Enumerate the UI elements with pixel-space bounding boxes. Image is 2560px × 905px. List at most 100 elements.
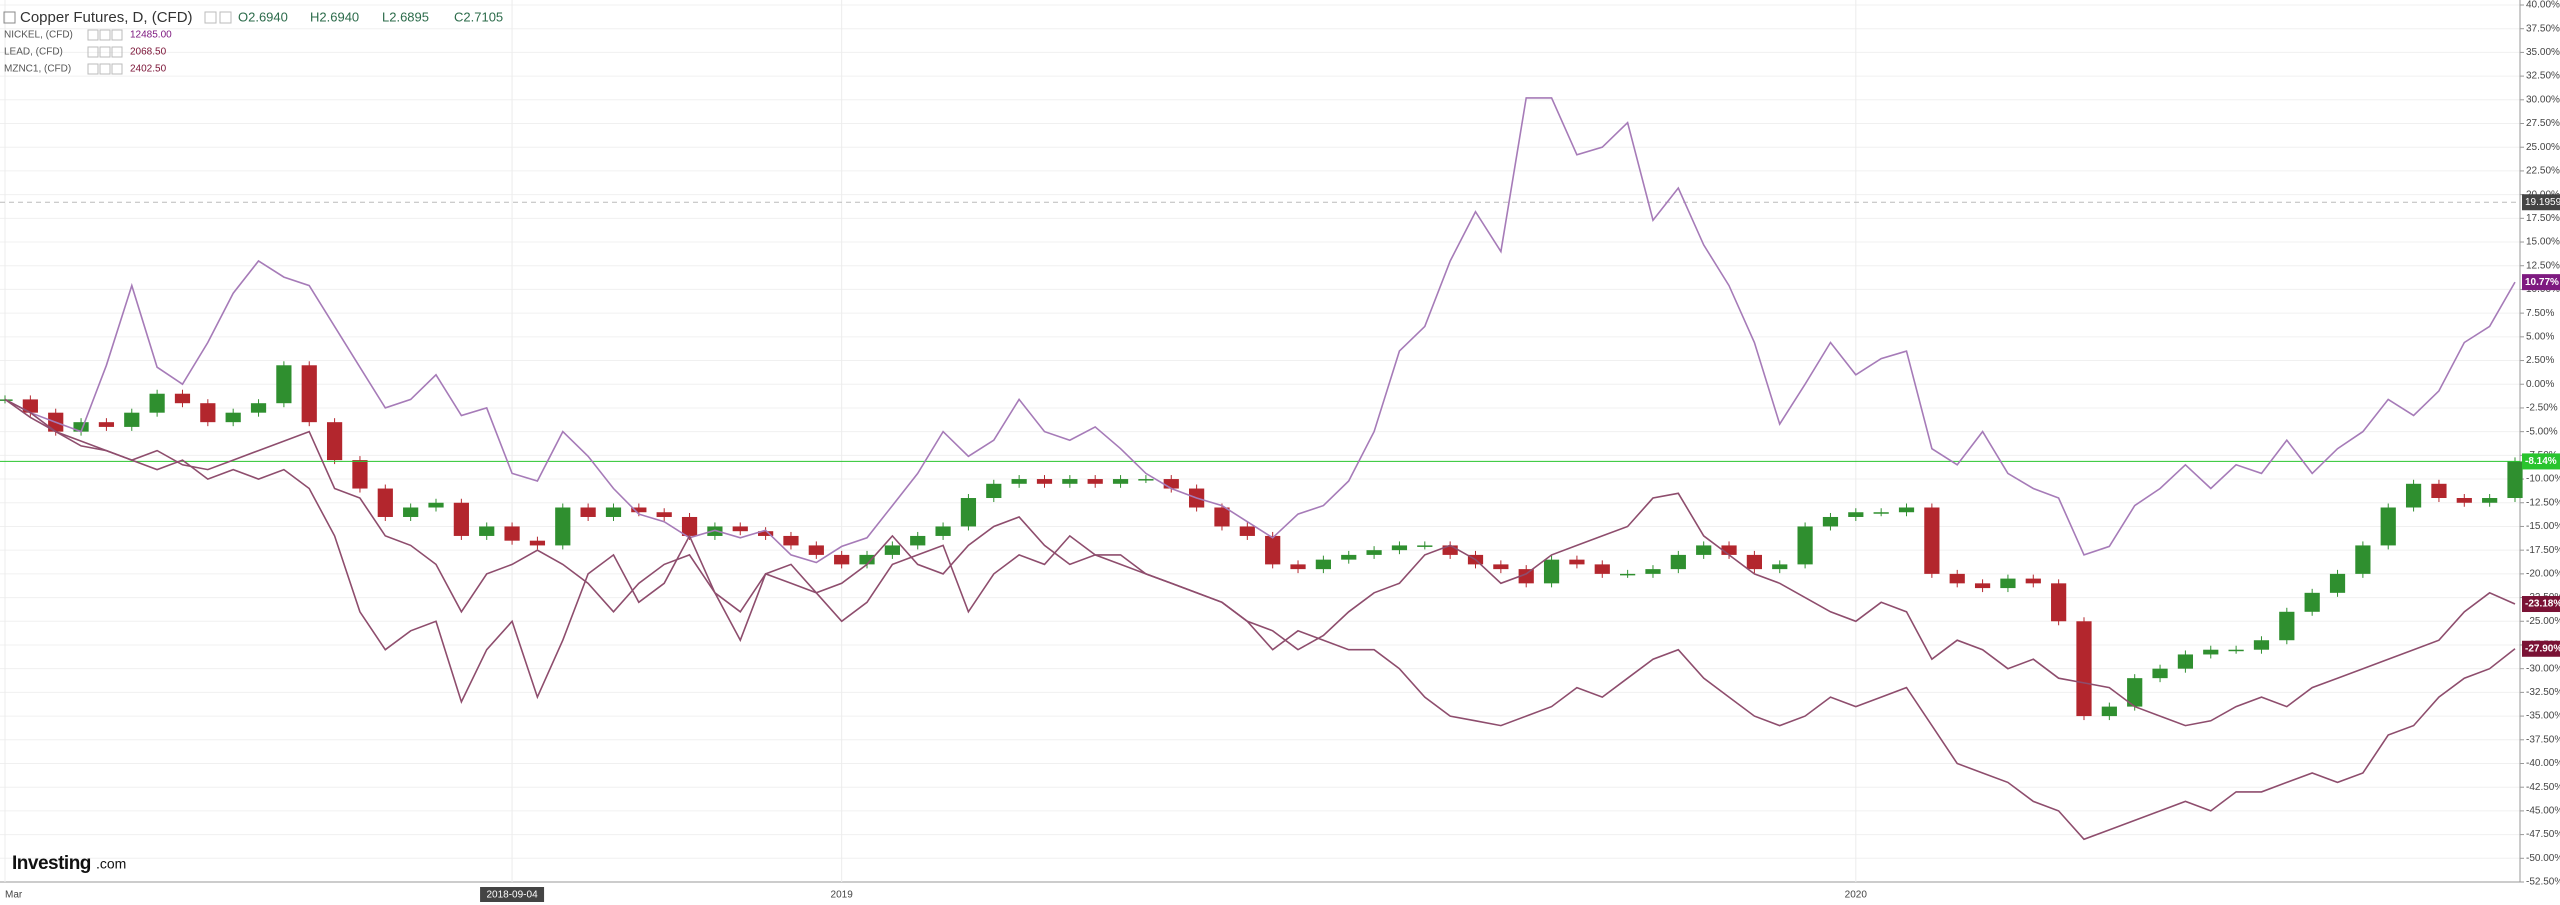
candle bbox=[2076, 621, 2092, 717]
y-tick-label: -47.50% bbox=[2526, 829, 2560, 840]
candle bbox=[1873, 512, 1889, 514]
candle bbox=[1442, 545, 1458, 555]
candle bbox=[276, 365, 292, 404]
y-tick-label: -45.00% bbox=[2526, 806, 2560, 817]
legend-name: NICKEL, (CFD) bbox=[4, 30, 73, 41]
y-tick-label: 30.00% bbox=[2526, 94, 2560, 105]
value-badge-label: -27.90% bbox=[2525, 643, 2560, 654]
y-tick-label: 35.00% bbox=[2526, 47, 2560, 58]
candle bbox=[2152, 668, 2168, 679]
legend-icon bbox=[87, 63, 99, 75]
close-icon bbox=[219, 11, 232, 24]
candle bbox=[1594, 564, 1610, 574]
candle bbox=[2025, 578, 2041, 584]
series-title: Copper Futures, D, (CFD) bbox=[20, 9, 193, 26]
y-tick-label: -17.50% bbox=[2526, 545, 2560, 556]
y-tick-label: -15.00% bbox=[2526, 521, 2560, 532]
candle bbox=[2127, 678, 2143, 707]
candle bbox=[352, 460, 368, 489]
legend-icon bbox=[87, 46, 99, 58]
candle bbox=[2253, 640, 2270, 650]
x-tick-label: 2019 bbox=[831, 890, 854, 901]
candle bbox=[2177, 654, 2194, 669]
candle bbox=[1290, 564, 1306, 570]
value-badge bbox=[2522, 596, 2560, 613]
candle bbox=[808, 545, 824, 555]
candle bbox=[859, 554, 875, 565]
candle bbox=[2405, 483, 2422, 508]
y-tick-label: -52.50% bbox=[2526, 877, 2560, 888]
candle bbox=[580, 507, 596, 517]
collapse-icon bbox=[3, 11, 16, 24]
y-tick-label: 25.00% bbox=[2526, 142, 2560, 153]
candle bbox=[1391, 545, 1408, 551]
legend-price: 2068.50 bbox=[130, 47, 167, 58]
x-tick-label: Mar bbox=[5, 890, 23, 901]
candle bbox=[2228, 649, 2244, 652]
crosshair-badge bbox=[2522, 194, 2560, 211]
candle bbox=[1493, 564, 1509, 570]
y-tick-label: -50.00% bbox=[2526, 853, 2560, 864]
candle bbox=[22, 399, 38, 413]
candle bbox=[2051, 583, 2067, 622]
legend-icon bbox=[99, 29, 111, 41]
candle bbox=[555, 507, 571, 546]
y-tick-label: -12.50% bbox=[2526, 497, 2560, 508]
candle bbox=[479, 526, 495, 536]
candle bbox=[1036, 479, 1053, 484]
y-tick-label: 7.50% bbox=[2526, 308, 2554, 319]
y-tick-label: 17.50% bbox=[2526, 213, 2560, 224]
candle bbox=[1898, 507, 1915, 513]
candle bbox=[1924, 507, 1940, 574]
candle bbox=[1315, 559, 1331, 570]
y-tick-label: -5.00% bbox=[2526, 426, 2558, 437]
series-line bbox=[4, 398, 2516, 727]
candle bbox=[2329, 573, 2346, 593]
legend-icon bbox=[111, 46, 123, 58]
legend-icon bbox=[99, 63, 111, 75]
candle bbox=[2000, 578, 2016, 589]
candle bbox=[124, 412, 140, 427]
candle bbox=[1569, 559, 1585, 565]
candle bbox=[1543, 559, 1560, 584]
candle bbox=[1645, 569, 1661, 574]
candle bbox=[732, 526, 748, 532]
candle bbox=[1163, 479, 1179, 489]
candle bbox=[2304, 592, 2320, 612]
candle bbox=[681, 516, 698, 536]
candle bbox=[2355, 545, 2371, 574]
y-tick-label: 37.50% bbox=[2526, 23, 2560, 34]
y-tick-label: 40.00% bbox=[2526, 0, 2560, 11]
y-tick-label: -30.00% bbox=[2526, 663, 2560, 674]
crosshair-label: 19.1959 bbox=[2525, 197, 2560, 208]
value-badge bbox=[2522, 640, 2560, 657]
value-badge-label: 10.77% bbox=[2525, 277, 2559, 288]
candle bbox=[1341, 554, 1357, 560]
candle bbox=[1721, 545, 1737, 555]
candle bbox=[884, 545, 900, 555]
legend-name: MZNC1, (CFD) bbox=[4, 64, 71, 75]
candle bbox=[834, 554, 850, 565]
candle bbox=[2101, 706, 2117, 717]
y-tick-label: -10.00% bbox=[2526, 474, 2560, 485]
y-tick-label: -25.00% bbox=[2526, 616, 2560, 627]
candle bbox=[200, 403, 216, 423]
candle bbox=[1848, 512, 1864, 517]
candle bbox=[758, 531, 774, 536]
candle bbox=[1772, 564, 1788, 570]
y-tick-label: -35.00% bbox=[2526, 711, 2560, 722]
candle bbox=[377, 488, 393, 517]
candle bbox=[1670, 554, 1686, 570]
legend-icon bbox=[99, 46, 111, 58]
candle bbox=[250, 403, 267, 413]
candle bbox=[453, 502, 469, 536]
y-tick-label: 0.00% bbox=[2526, 379, 2554, 390]
legend-name: LEAD, (CFD) bbox=[4, 47, 63, 58]
candle bbox=[1417, 545, 1433, 547]
candle bbox=[98, 422, 115, 427]
candle bbox=[1797, 526, 1813, 565]
candle bbox=[2482, 498, 2498, 503]
y-tick-label: 12.50% bbox=[2526, 260, 2560, 271]
